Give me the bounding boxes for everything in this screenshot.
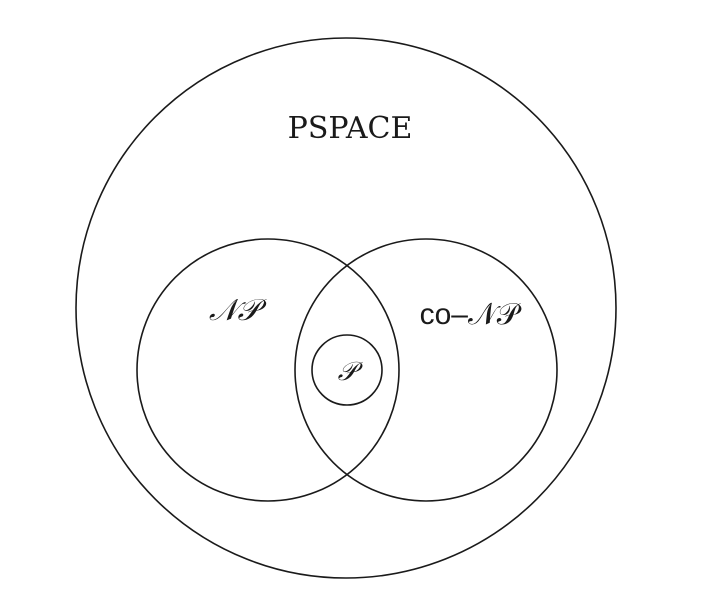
conp-label: co–𝒩𝒫 — [420, 298, 522, 331]
pspace-label: PSPACE — [288, 111, 413, 146]
p-label: 𝒫 — [338, 357, 364, 387]
pspace-circle — [75, 37, 617, 579]
np-label: 𝒩𝒫 — [209, 293, 268, 328]
conp-circle — [294, 238, 558, 502]
p-circle — [311, 334, 383, 406]
np-circle — [136, 238, 400, 502]
